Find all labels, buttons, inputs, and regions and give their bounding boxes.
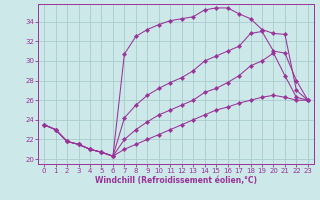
X-axis label: Windchill (Refroidissement éolien,°C): Windchill (Refroidissement éolien,°C) <box>95 176 257 185</box>
